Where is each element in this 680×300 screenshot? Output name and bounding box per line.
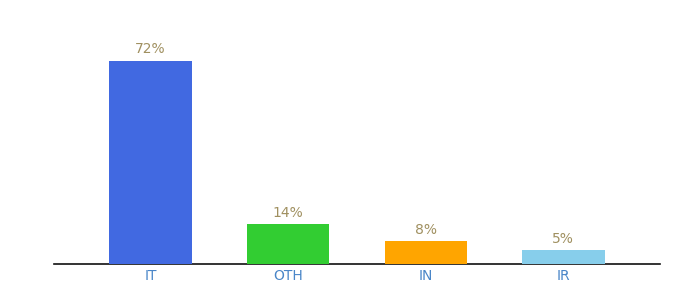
- Bar: [384, 242, 467, 264]
- Text: 8%: 8%: [415, 223, 437, 237]
- Text: 72%: 72%: [135, 43, 166, 56]
- Text: 14%: 14%: [273, 206, 303, 220]
- Bar: [109, 61, 192, 264]
- Bar: [247, 224, 330, 264]
- Bar: [522, 250, 605, 264]
- Text: 5%: 5%: [552, 232, 574, 246]
